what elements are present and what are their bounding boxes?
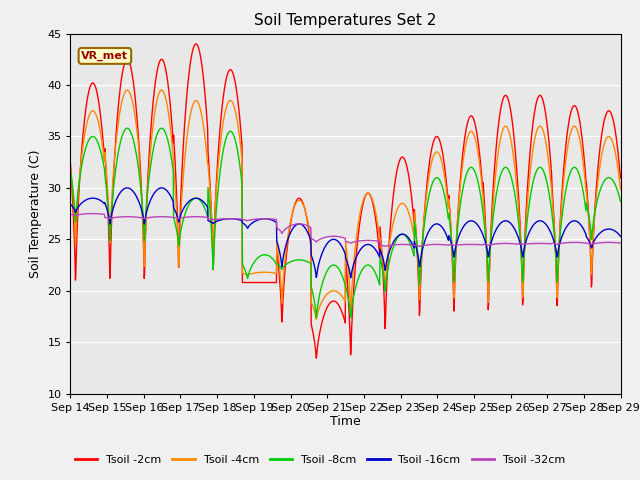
Tsoil -8cm	[312, 314, 320, 320]
Tsoil -4cm	[321, 293, 329, 299]
Tsoil -4cm	[616, 186, 624, 192]
Tsoil -32cm	[332, 233, 339, 239]
Tsoil -32cm	[153, 214, 161, 220]
Tsoil -32cm	[610, 240, 618, 245]
Tsoil -32cm	[381, 243, 389, 249]
Tsoil -32cm	[476, 242, 483, 248]
Tsoil -32cm	[67, 212, 74, 217]
X-axis label: Time: Time	[330, 415, 361, 429]
Tsoil -8cm	[610, 180, 618, 185]
Tsoil -32cm	[89, 211, 97, 216]
Tsoil -2cm	[616, 175, 624, 181]
Tsoil -2cm	[610, 121, 618, 127]
Tsoil -2cm	[321, 309, 329, 315]
Tsoil -16cm	[321, 244, 329, 250]
Tsoil -16cm	[476, 225, 483, 231]
Tsoil -4cm	[312, 316, 320, 322]
Y-axis label: Soil Temperature (C): Soil Temperature (C)	[29, 149, 42, 278]
Tsoil -16cm	[556, 239, 564, 245]
Tsoil -8cm	[321, 272, 329, 278]
Title: Soil Temperatures Set 2: Soil Temperatures Set 2	[255, 13, 436, 28]
Tsoil -2cm	[312, 355, 320, 361]
Tsoil -4cm	[610, 144, 618, 150]
Tsoil -4cm	[556, 223, 564, 228]
Tsoil -2cm	[67, 160, 74, 166]
Tsoil -16cm	[123, 185, 131, 191]
Tsoil -32cm	[616, 240, 624, 246]
Tsoil -8cm	[153, 132, 161, 138]
Line: Tsoil -16cm: Tsoil -16cm	[70, 188, 620, 278]
Text: VR_met: VR_met	[81, 51, 129, 61]
Tsoil -16cm	[616, 233, 624, 239]
Tsoil -8cm	[67, 168, 74, 174]
Tsoil -2cm	[556, 218, 564, 224]
Tsoil -16cm	[153, 187, 161, 193]
Tsoil -16cm	[347, 275, 355, 281]
Line: Tsoil -8cm: Tsoil -8cm	[70, 128, 620, 317]
Tsoil -4cm	[153, 98, 161, 104]
Tsoil -2cm	[192, 41, 200, 47]
Tsoil -8cm	[332, 263, 339, 268]
Tsoil -4cm	[67, 162, 74, 168]
Tsoil -16cm	[332, 237, 339, 242]
Tsoil -2cm	[476, 151, 483, 157]
Tsoil -2cm	[152, 72, 160, 78]
Tsoil -4cm	[123, 87, 131, 93]
Tsoil -4cm	[332, 288, 339, 294]
Tsoil -16cm	[67, 201, 74, 207]
Tsoil -8cm	[476, 187, 483, 192]
Legend: Tsoil -2cm, Tsoil -4cm, Tsoil -8cm, Tsoil -16cm, Tsoil -32cm: Tsoil -2cm, Tsoil -4cm, Tsoil -8cm, Tsoi…	[70, 451, 570, 469]
Line: Tsoil -32cm: Tsoil -32cm	[70, 214, 620, 246]
Tsoil -32cm	[321, 235, 329, 240]
Tsoil -2cm	[332, 299, 339, 304]
Line: Tsoil -2cm: Tsoil -2cm	[70, 44, 620, 358]
Line: Tsoil -4cm: Tsoil -4cm	[70, 90, 620, 319]
Tsoil -8cm	[123, 125, 131, 131]
Tsoil -8cm	[616, 198, 624, 204]
Tsoil -32cm	[556, 240, 564, 246]
Tsoil -8cm	[556, 230, 564, 236]
Tsoil -16cm	[610, 228, 618, 233]
Tsoil -4cm	[476, 161, 483, 167]
